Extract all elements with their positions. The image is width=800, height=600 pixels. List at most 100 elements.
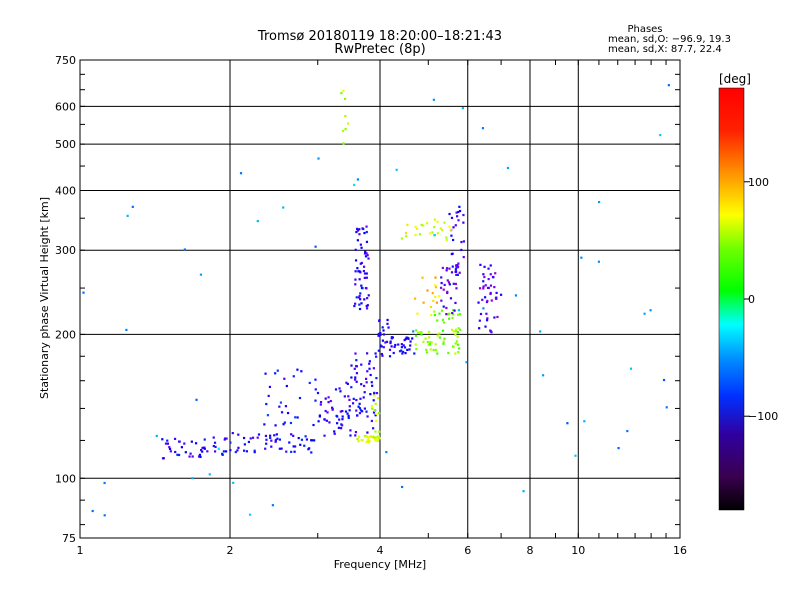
data-point bbox=[445, 239, 448, 242]
data-point bbox=[237, 433, 240, 436]
data-point bbox=[369, 373, 372, 377]
data-point bbox=[189, 452, 192, 455]
data-point bbox=[351, 402, 355, 405]
data-point bbox=[390, 337, 393, 340]
data-point bbox=[434, 276, 437, 279]
data-point bbox=[425, 348, 428, 352]
data-point bbox=[436, 334, 439, 337]
phases-o-stats: mean, sd,O: −96.9, 19.3 bbox=[608, 34, 731, 45]
data-point bbox=[378, 430, 381, 433]
data-point bbox=[421, 224, 425, 227]
data-point bbox=[450, 252, 453, 256]
data-point bbox=[381, 326, 384, 329]
data-point bbox=[449, 297, 453, 300]
data-point bbox=[313, 439, 316, 442]
data-point bbox=[434, 284, 437, 287]
data-point bbox=[370, 404, 373, 408]
data-point bbox=[374, 439, 377, 442]
data-point bbox=[385, 340, 389, 343]
data-point bbox=[363, 298, 366, 301]
data-point bbox=[359, 292, 362, 295]
data-point bbox=[455, 273, 458, 276]
data-point bbox=[446, 279, 449, 282]
data-point bbox=[372, 367, 375, 370]
data-point bbox=[487, 286, 490, 290]
data-point bbox=[452, 345, 455, 349]
data-point bbox=[667, 84, 670, 87]
x-tick-label: 10 bbox=[571, 544, 585, 557]
data-point bbox=[442, 340, 445, 343]
data-point bbox=[438, 312, 441, 315]
data-point bbox=[355, 365, 358, 368]
data-point bbox=[358, 307, 362, 311]
data-point bbox=[342, 89, 345, 92]
data-point bbox=[355, 296, 358, 299]
data-point bbox=[361, 287, 364, 290]
data-point bbox=[435, 301, 438, 304]
data-point bbox=[456, 215, 459, 218]
data-point bbox=[457, 210, 460, 214]
data-point bbox=[341, 415, 344, 418]
data-point bbox=[334, 388, 338, 391]
data-point bbox=[197, 455, 201, 458]
data-point bbox=[274, 438, 277, 442]
data-point bbox=[489, 284, 493, 287]
data-point bbox=[382, 329, 385, 332]
data-point bbox=[433, 234, 436, 237]
data-point bbox=[462, 213, 465, 217]
data-point bbox=[454, 328, 458, 331]
data-point bbox=[278, 447, 281, 450]
data-point bbox=[365, 435, 369, 438]
data-point bbox=[451, 316, 454, 320]
data-point bbox=[375, 438, 378, 441]
data-point bbox=[264, 434, 268, 438]
data-point bbox=[339, 410, 342, 413]
data-point bbox=[365, 225, 368, 228]
data-point bbox=[224, 450, 228, 453]
data-point bbox=[375, 391, 379, 395]
data-point bbox=[231, 431, 234, 435]
data-point bbox=[263, 423, 266, 426]
data-point bbox=[364, 250, 367, 253]
y-tick-label: 200 bbox=[55, 328, 76, 341]
data-point bbox=[284, 405, 288, 408]
data-point bbox=[388, 348, 392, 351]
data-point bbox=[377, 332, 380, 335]
data-point bbox=[173, 437, 177, 440]
data-point bbox=[247, 440, 251, 444]
data-point bbox=[460, 248, 463, 252]
data-point bbox=[452, 330, 455, 333]
data-point bbox=[426, 340, 429, 344]
data-point bbox=[415, 329, 418, 332]
data-point bbox=[155, 434, 158, 437]
data-point bbox=[363, 434, 367, 437]
data-point bbox=[402, 350, 405, 354]
data-point bbox=[354, 302, 357, 305]
data-point bbox=[441, 329, 445, 332]
data-point bbox=[374, 436, 377, 439]
data-point bbox=[358, 412, 362, 415]
data-point bbox=[443, 321, 446, 324]
x-tick-label: 16 bbox=[673, 544, 687, 557]
data-point bbox=[416, 312, 419, 315]
data-point bbox=[245, 450, 248, 453]
data-point bbox=[271, 504, 274, 507]
data-point bbox=[427, 343, 430, 347]
data-point bbox=[448, 312, 451, 315]
data-point bbox=[358, 270, 361, 273]
data-point bbox=[373, 391, 376, 394]
data-point bbox=[180, 446, 183, 449]
data-point bbox=[371, 384, 374, 387]
data-point bbox=[236, 449, 239, 452]
data-point bbox=[354, 430, 358, 434]
data-point bbox=[445, 236, 448, 239]
data-point bbox=[269, 436, 272, 440]
data-point bbox=[350, 364, 353, 367]
data-point bbox=[344, 128, 347, 131]
data-point bbox=[408, 348, 411, 351]
data-point bbox=[356, 229, 359, 232]
data-point bbox=[356, 267, 359, 270]
data-point bbox=[280, 411, 284, 414]
data-point bbox=[428, 336, 431, 339]
data-point bbox=[479, 263, 482, 266]
